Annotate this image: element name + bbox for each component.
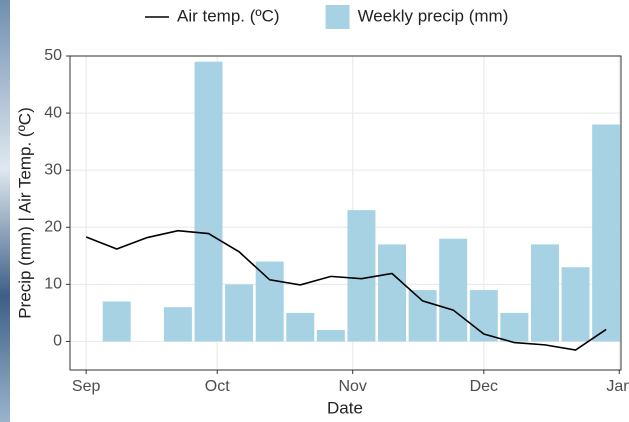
bar xyxy=(592,124,621,342)
y-tick-label: 20 xyxy=(44,218,62,235)
x-tick-label: Jan xyxy=(606,378,629,395)
bar xyxy=(561,267,590,342)
bar xyxy=(286,312,315,342)
y-tick-label: 30 xyxy=(44,161,62,178)
x-tick-label: Dec xyxy=(470,378,498,395)
bar xyxy=(194,61,223,342)
legend-label: Air temp. (ºC) xyxy=(177,6,280,25)
x-tick-label: Oct xyxy=(205,378,230,395)
bar xyxy=(469,290,498,342)
bar xyxy=(347,210,376,342)
bar xyxy=(530,244,559,342)
bar xyxy=(255,261,284,342)
bar xyxy=(378,244,407,342)
y-tick-label: 0 xyxy=(53,333,62,350)
legend-swatch xyxy=(325,5,350,29)
x-tick-label: Nov xyxy=(338,378,366,395)
y-tick-label: 40 xyxy=(44,104,62,121)
bar xyxy=(316,330,345,342)
bar xyxy=(225,284,254,342)
legend-label: Weekly precip (mm) xyxy=(358,6,509,25)
y-tick-label: 50 xyxy=(44,47,62,64)
panel-border xyxy=(69,55,622,371)
bar xyxy=(102,301,131,342)
y-tick-label: 10 xyxy=(44,276,62,293)
line xyxy=(85,229,607,351)
y-axis-title: Precip (mm) | Air Temp. (ºC) xyxy=(15,107,34,319)
x-tick-label: Sep xyxy=(72,378,101,395)
background-photo-strip xyxy=(0,0,10,422)
bar xyxy=(439,238,468,342)
bar xyxy=(408,290,437,342)
bar xyxy=(163,307,192,342)
x-axis-title: Date xyxy=(327,398,363,417)
bar xyxy=(500,312,529,342)
